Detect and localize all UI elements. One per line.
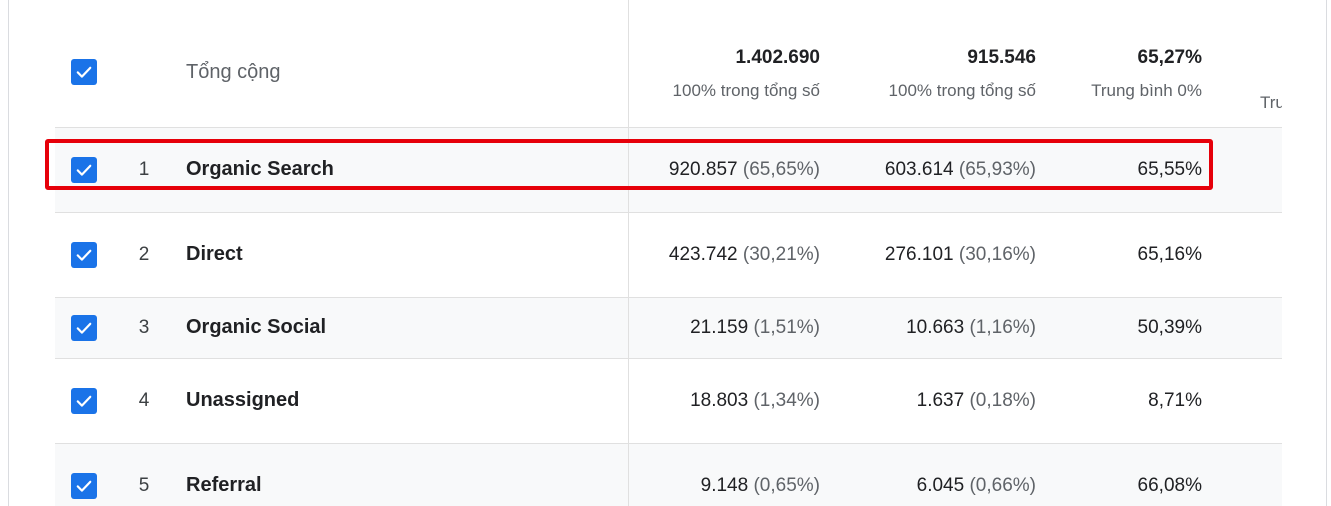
- row-value-col1: 18.803 (1,34%): [690, 390, 820, 412]
- table-row[interactable]: 5 Referral 9.148 (0,65%) 6.045 (0,66%) 6…: [55, 444, 1282, 506]
- value: 21.159: [690, 317, 749, 338]
- percent: (0,65%): [753, 475, 820, 496]
- total-value-col2: 915.546: [967, 47, 1036, 68]
- checkmark-icon: [76, 249, 92, 261]
- row-name: Direct: [186, 243, 243, 265]
- row-value-col2: 603.614 (65,93%): [885, 159, 1036, 181]
- percent: (65,65%): [742, 159, 820, 180]
- percent: (30,21%): [742, 244, 820, 265]
- row-divider: [55, 358, 1282, 359]
- row-index: 4: [138, 390, 150, 411]
- value: 6.045: [916, 475, 965, 496]
- value: 10.663: [906, 317, 965, 338]
- row-divider: [55, 212, 1282, 213]
- total-value-col3: 65,27%: [1137, 47, 1202, 68]
- checkmark-icon: [76, 480, 92, 492]
- percent: (0,66%): [969, 475, 1036, 496]
- row-name: Unassigned: [186, 389, 300, 411]
- row-checkbox[interactable]: [71, 473, 97, 499]
- percent: (1,16%): [969, 317, 1036, 338]
- row-name: Organic Search: [186, 158, 334, 180]
- row-value-col2: 10.663 (1,16%): [906, 317, 1036, 339]
- checkmark-icon: [76, 395, 92, 407]
- row-name: Referral: [186, 474, 262, 496]
- row-checkbox[interactable]: [71, 242, 97, 268]
- value: 920.857: [668, 159, 738, 180]
- column-separator: [628, 0, 629, 506]
- row-value-col1: 423.742 (30,21%): [669, 244, 820, 266]
- row-value-col2: 6.045 (0,66%): [917, 475, 1036, 497]
- value: 276.101: [884, 244, 954, 265]
- table-header-row: Tổng cộng 1.402.690 100% trong tổng số 9…: [55, 0, 1282, 127]
- total-label: Tổng cộng: [186, 61, 281, 83]
- value: 603.614: [884, 159, 954, 180]
- percent: (1,34%): [753, 390, 820, 411]
- value: 18.803: [690, 390, 749, 411]
- table-row[interactable]: 1 Organic Search 920.857 (65,65%) 603.61…: [55, 128, 1282, 212]
- percent: (30,16%): [958, 244, 1036, 265]
- percent: (65,93%): [958, 159, 1036, 180]
- row-checkbox[interactable]: [71, 157, 97, 183]
- percent: (0,18%): [969, 390, 1036, 411]
- table-left-border: [8, 0, 9, 506]
- row-value-col2: 276.101 (30,16%): [885, 244, 1036, 266]
- row-value-col3: 65,16%: [1137, 244, 1202, 265]
- row-value-col1: 9.148 (0,65%): [701, 475, 820, 497]
- row-value-col1: 21.159 (1,51%): [690, 317, 820, 339]
- row-index: 3: [138, 317, 150, 338]
- row-index: 2: [138, 244, 150, 265]
- row-index: 5: [138, 475, 150, 496]
- checkmark-icon: [76, 322, 92, 334]
- table-row[interactable]: 3 Organic Social 21.159 (1,51%) 10.663 (…: [55, 298, 1282, 358]
- total-sub-col3: Trung bình 0%: [1091, 81, 1202, 100]
- row-value-col1: 920.857 (65,65%): [669, 159, 820, 181]
- select-all-checkbox[interactable]: [71, 59, 97, 85]
- row-value-col3: 65,55%: [1137, 159, 1202, 180]
- total-sub-col1: 100% trong tổng số: [672, 81, 820, 100]
- row-value-col3: 8,71%: [1148, 390, 1202, 411]
- row-divider: [55, 443, 1282, 444]
- row-checkbox[interactable]: [71, 388, 97, 414]
- checkmark-icon: [76, 164, 92, 176]
- row-divider: [55, 127, 1282, 128]
- percent: (1,51%): [753, 317, 820, 338]
- table-row[interactable]: 2 Direct 423.742 (30,21%) 276.101 (30,16…: [55, 213, 1282, 297]
- checkmark-icon: [76, 66, 92, 78]
- table-right-border: [1326, 0, 1327, 506]
- value: 1.637: [916, 390, 965, 411]
- row-value-col3: 66,08%: [1137, 475, 1202, 496]
- total-value-col1: 1.402.690: [735, 47, 820, 68]
- value: 9.148: [700, 475, 749, 496]
- row-checkbox[interactable]: [71, 315, 97, 341]
- value: 423.742: [668, 244, 738, 265]
- total-sub-col2: 100% trong tổng số: [888, 81, 1036, 100]
- row-divider: [55, 297, 1282, 298]
- row-index: 1: [138, 159, 150, 180]
- row-value-col2: 1.637 (0,18%): [917, 390, 1036, 412]
- row-name: Organic Social: [186, 316, 327, 338]
- table-row[interactable]: 4 Unassigned 18.803 (1,34%) 1.637 (0,18%…: [55, 359, 1282, 443]
- row-value-col3: 50,39%: [1137, 317, 1202, 338]
- total-sub-col4-partial: Trung bình 0%: [1260, 93, 1282, 112]
